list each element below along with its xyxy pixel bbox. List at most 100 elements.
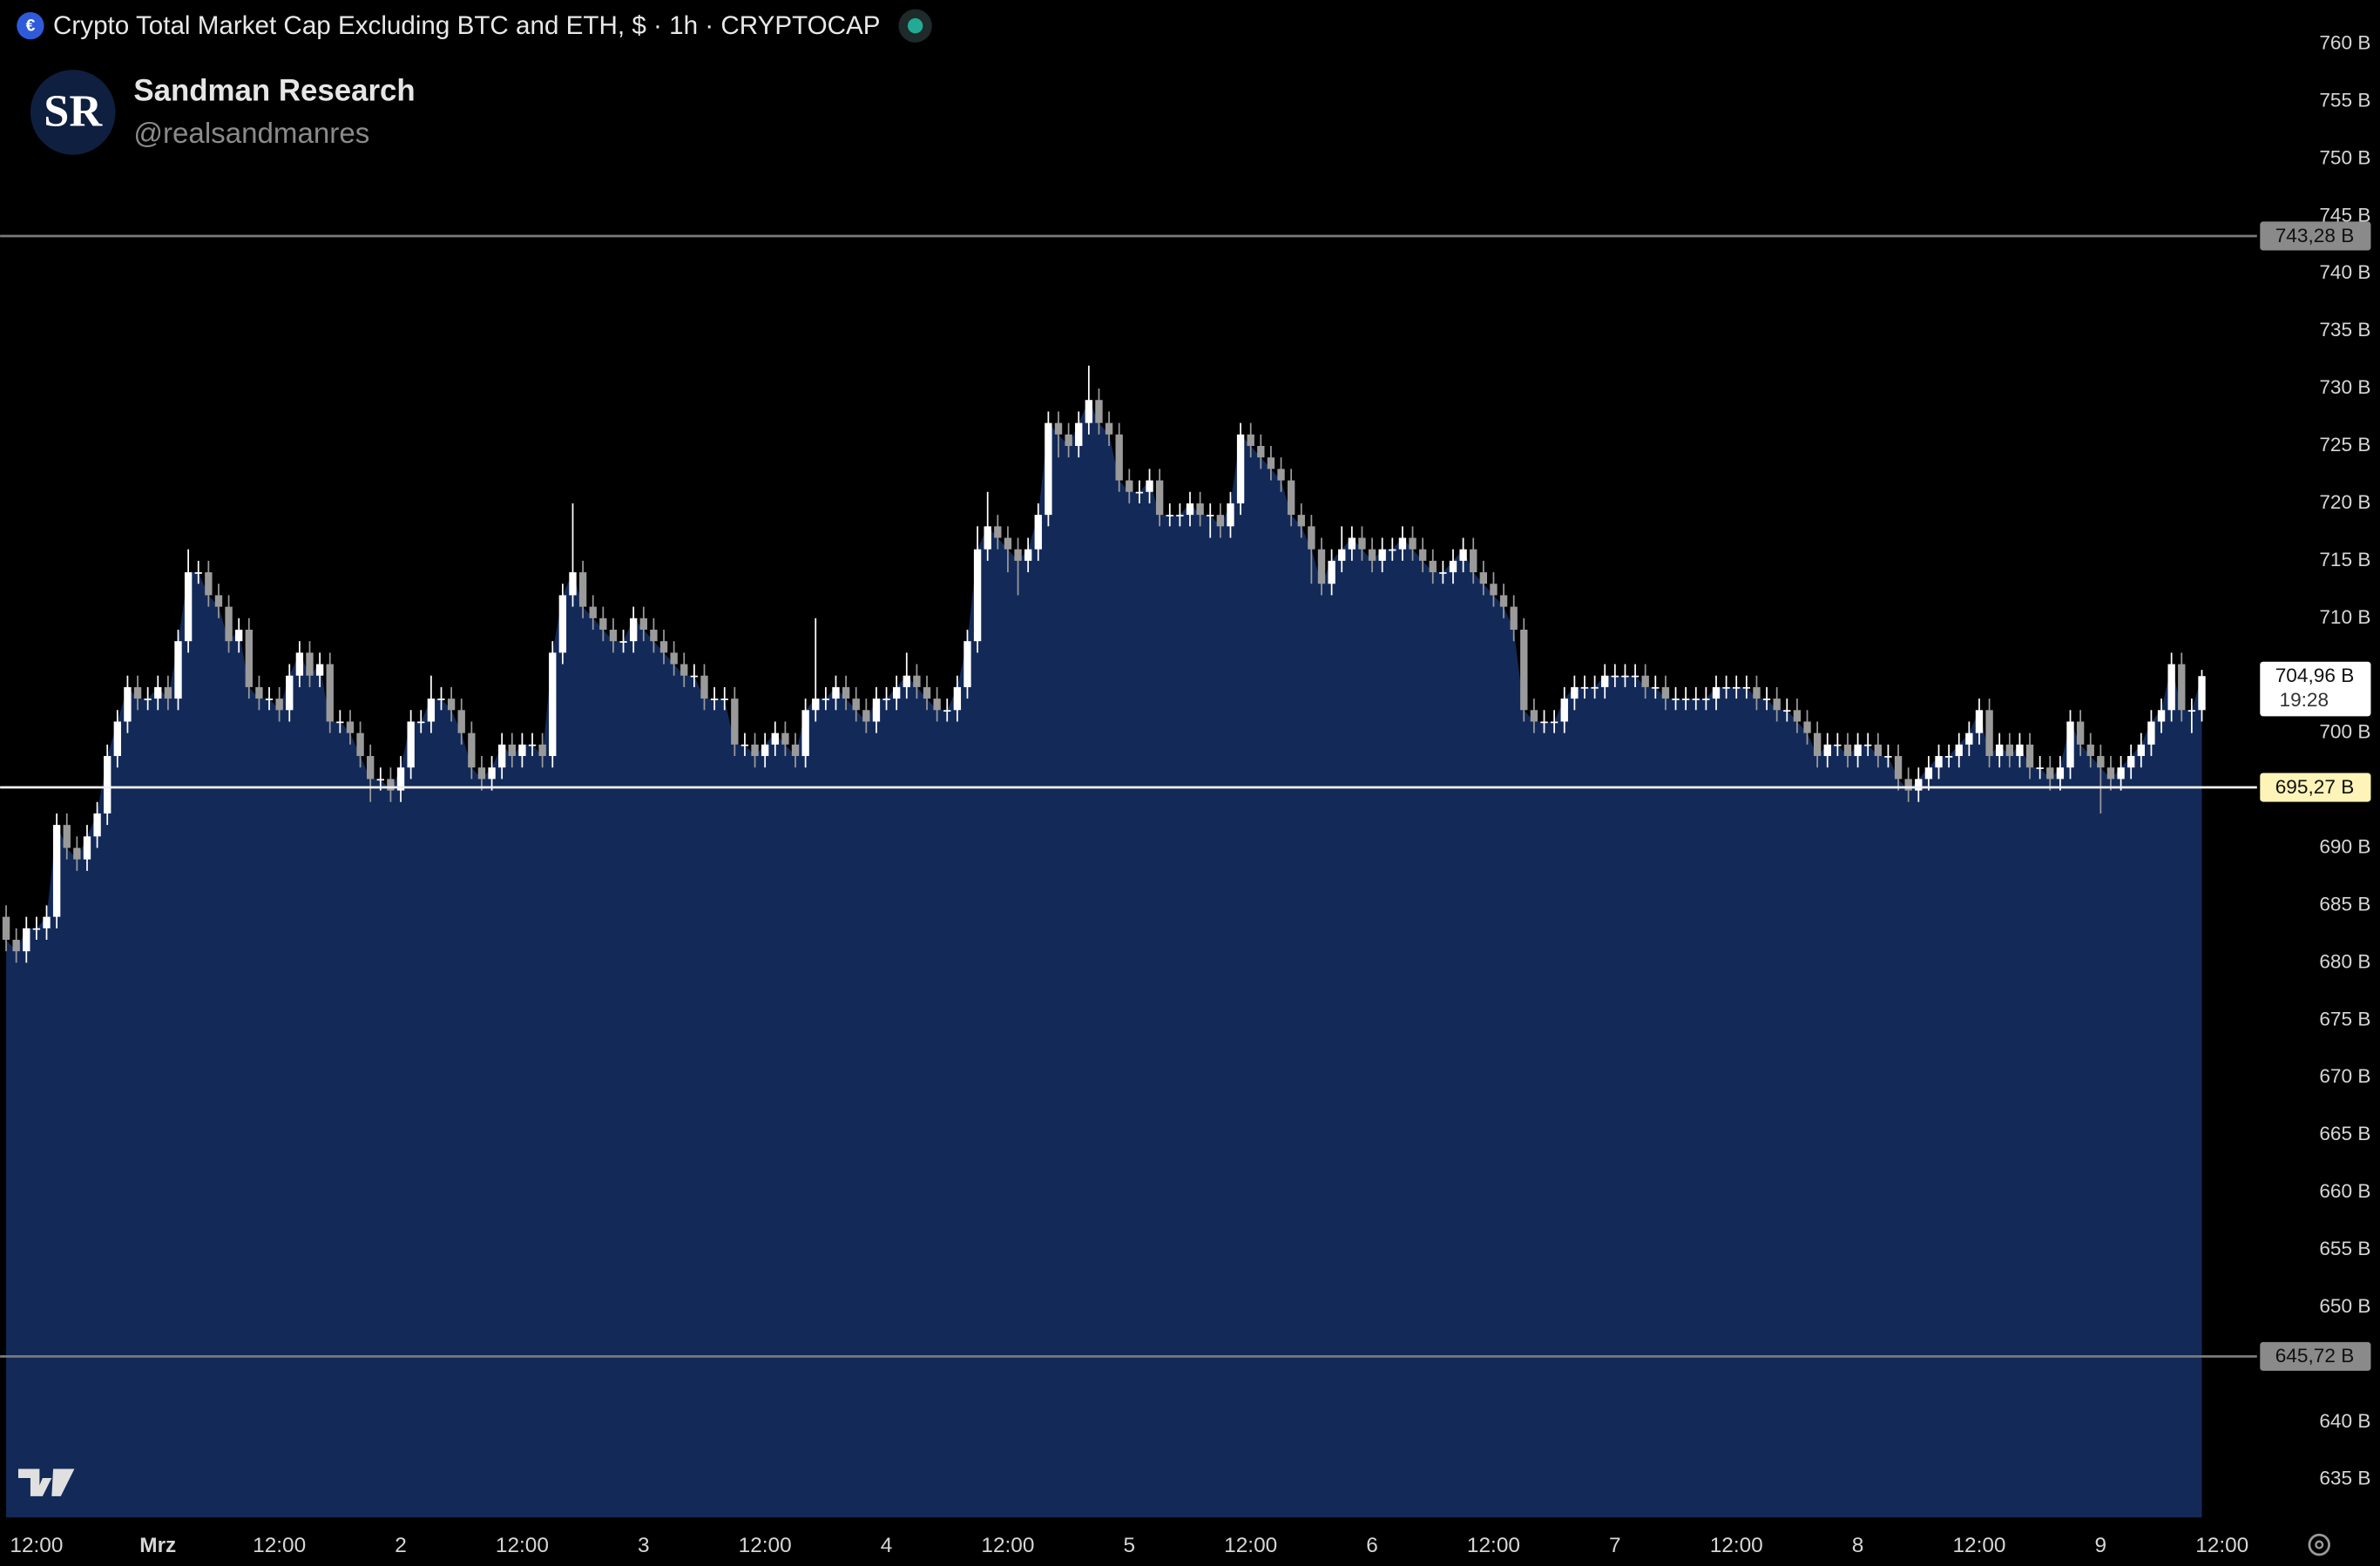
candle-body	[113, 721, 121, 757]
candle-body	[184, 572, 193, 642]
candle-body	[1591, 686, 1599, 689]
settings-icon[interactable]	[2308, 1533, 2330, 1556]
candle-body	[1479, 572, 1488, 584]
candle-body	[2127, 756, 2135, 768]
candle-body	[1530, 710, 1538, 722]
candle-body	[1439, 572, 1447, 574]
candle-body	[963, 641, 971, 687]
candle-body	[1996, 744, 2004, 757]
candle-body	[832, 686, 840, 699]
x-tick-label: 9	[2095, 1534, 2107, 1557]
candle-body	[781, 732, 789, 745]
candle-body	[1813, 732, 1822, 757]
candle-body	[680, 664, 688, 676]
candle-body	[1783, 710, 1791, 712]
candle-body	[1652, 686, 1660, 689]
candle-body	[1470, 549, 1477, 573]
candle-body	[1571, 686, 1579, 699]
candle-body	[670, 652, 678, 665]
candle-body	[1166, 515, 1173, 516]
x-tick-label: 8	[1852, 1534, 1864, 1557]
candle-body	[538, 744, 546, 757]
y-tick-label: 680 B	[2319, 950, 2370, 972]
candle-body	[1115, 434, 1123, 481]
candle-body	[407, 721, 415, 768]
candle-body	[52, 825, 61, 917]
candle-body	[2046, 767, 2054, 780]
candle-body	[356, 732, 364, 757]
candle-body	[376, 779, 384, 781]
candle-body	[994, 526, 1002, 538]
candle-body	[1186, 503, 1194, 516]
candle-body	[1207, 515, 1214, 516]
candle-body	[1894, 756, 1903, 780]
candle-body	[32, 928, 41, 930]
candle-body	[2187, 710, 2196, 712]
candle-body	[1287, 480, 1295, 516]
candle-body	[518, 744, 526, 757]
candle-body	[164, 686, 172, 699]
candle-body	[326, 664, 334, 722]
y-tick-label: 720 B	[2319, 491, 2370, 513]
y-tick-label: 755 B	[2319, 89, 2370, 111]
candle-body	[903, 675, 910, 687]
candle-body	[1580, 686, 1589, 689]
candle-body	[2097, 756, 2105, 768]
status-dot	[907, 17, 923, 34]
candle-body	[609, 629, 618, 642]
candle-body	[1247, 434, 1254, 447]
candle-body	[1004, 537, 1012, 550]
candle-body	[1277, 469, 1285, 481]
overlay: € Crypto Total Market Cap Excluding BTC …	[17, 9, 2330, 1556]
candle-body	[892, 686, 901, 699]
candle-body	[1803, 721, 1811, 733]
candle-body	[1348, 537, 1356, 550]
author-name: Sandman Research	[133, 73, 415, 107]
x-tick-label: 12:00	[253, 1534, 306, 1557]
candle-body	[104, 756, 112, 813]
candle-body	[457, 710, 465, 733]
y-tick-label: 690 B	[2319, 835, 2370, 857]
candle-body	[984, 526, 991, 550]
author-handle: @realsandmanres	[133, 118, 369, 150]
x-tick-label: 3	[638, 1534, 650, 1557]
candle-body	[174, 641, 182, 699]
y-tick-label: 730 B	[2319, 376, 2370, 398]
candle-body	[1975, 710, 1984, 733]
candle-body	[1378, 549, 1386, 561]
level-label-box	[2260, 1341, 2371, 1371]
candle-body	[1014, 549, 1022, 561]
last-price-label: 704,96 B	[2275, 665, 2355, 686]
y-tick-label: 750 B	[2319, 146, 2370, 168]
candle-body	[43, 916, 51, 928]
y-tick-label: 735 B	[2319, 319, 2370, 341]
candle-body	[1834, 744, 1842, 746]
symbol-icon	[17, 11, 44, 40]
candle-body	[1045, 422, 1052, 516]
candle-body	[1793, 710, 1802, 722]
candle-body	[2056, 767, 2065, 780]
candle-body	[1054, 422, 1063, 435]
y-tick-label: 660 B	[2319, 1180, 2370, 1202]
candle-body	[690, 675, 699, 678]
candle-body	[852, 699, 860, 711]
candle-body	[1611, 675, 1619, 678]
countdown-label: 19:28	[2279, 689, 2329, 711]
candle-body	[133, 686, 142, 699]
candle-body	[124, 686, 132, 722]
y-tick-label: 665 B	[2319, 1123, 2370, 1144]
candle-body	[194, 572, 202, 574]
candle-body	[1297, 515, 1305, 527]
candle-body	[1843, 744, 1852, 757]
y-tick-label: 710 B	[2319, 606, 2370, 628]
candle-body	[245, 629, 253, 687]
level-label-box	[2260, 773, 2371, 802]
candle-body	[1065, 434, 1072, 447]
candle-body	[1742, 686, 1751, 689]
x-tick-label: 2	[395, 1534, 407, 1557]
candle-body	[265, 699, 274, 700]
x-tick-label: 12:00	[496, 1534, 549, 1557]
candle-body	[1641, 675, 1649, 687]
x-tick-label: 12:00	[2195, 1534, 2248, 1557]
